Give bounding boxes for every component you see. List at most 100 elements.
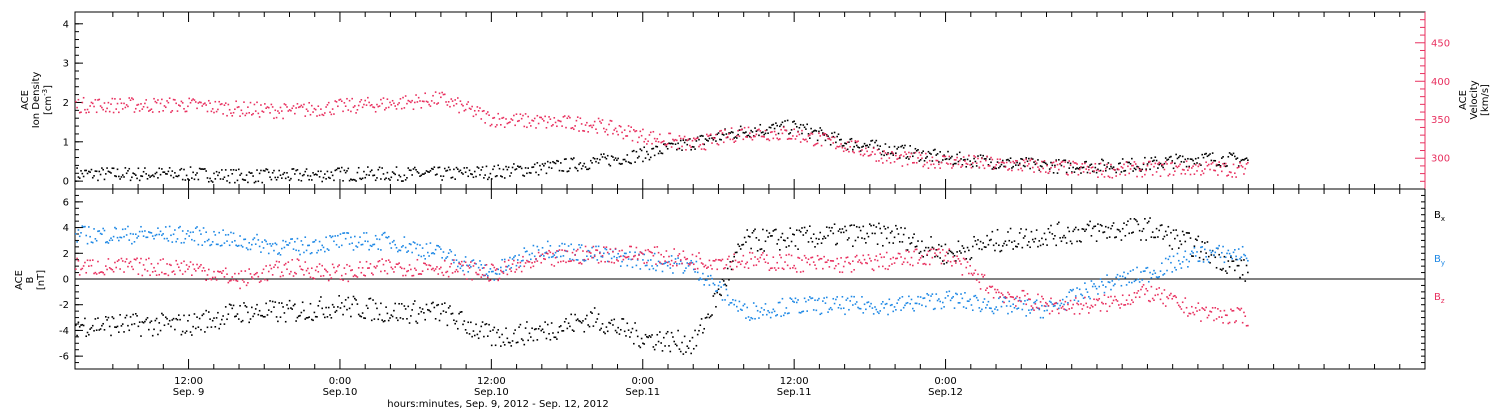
data-point [303, 173, 305, 176]
data-point [822, 267, 824, 270]
data-point [1196, 170, 1198, 172]
data-point [1176, 252, 1179, 255]
data-point [466, 166, 468, 169]
data-point [732, 138, 734, 141]
data-point [80, 268, 82, 271]
data-point [553, 254, 556, 256]
data-point [258, 245, 261, 248]
data-point [170, 234, 172, 237]
data-point [150, 175, 153, 177]
data-point [288, 273, 291, 275]
data-point [519, 323, 522, 326]
data-point [447, 252, 450, 254]
data-point [372, 273, 374, 276]
data-point [629, 130, 631, 133]
data-point [792, 135, 794, 137]
data-point [638, 136, 640, 139]
data-point [283, 246, 286, 249]
data-point [137, 235, 140, 237]
data-point [395, 166, 398, 168]
data-point [1082, 228, 1085, 231]
data-point [1017, 243, 1020, 245]
data-point [768, 232, 771, 234]
data-point [1150, 277, 1153, 279]
data-point [167, 274, 170, 277]
data-point [1086, 223, 1089, 226]
data-point [211, 181, 214, 183]
data-point [446, 169, 449, 172]
data-point [609, 248, 612, 251]
data-point [201, 105, 204, 107]
data-point [387, 235, 390, 238]
data-point [80, 170, 82, 172]
data-point [1177, 165, 1180, 167]
data-point [987, 292, 990, 294]
data-point [749, 135, 751, 138]
data-point [825, 226, 828, 228]
data-point [221, 244, 223, 247]
data-point [747, 316, 750, 318]
data-point [98, 98, 101, 101]
data-point [335, 101, 338, 103]
data-point [91, 102, 94, 105]
data-point [432, 252, 434, 254]
data-point [768, 311, 771, 314]
data-point [256, 233, 258, 236]
data-point [580, 123, 583, 125]
data-point [82, 175, 85, 178]
data-point [539, 255, 541, 257]
data-point [159, 329, 162, 332]
data-point [1215, 247, 1218, 249]
data-point [99, 328, 102, 330]
data-point [485, 112, 488, 115]
data-point [299, 172, 301, 175]
data-point [378, 260, 381, 262]
data-point [472, 115, 475, 118]
data-point [957, 163, 960, 166]
data-point [434, 317, 437, 320]
data-point [852, 260, 854, 263]
data-point [438, 246, 441, 248]
data-point [575, 167, 578, 170]
data-point [596, 132, 599, 134]
data-point [258, 309, 261, 312]
data-point [857, 146, 859, 148]
data-point [394, 105, 397, 107]
data-point [1080, 303, 1082, 305]
data-point [120, 176, 123, 178]
data-point [982, 154, 985, 157]
data-point [893, 236, 896, 239]
data-point [470, 266, 472, 268]
data-point [857, 236, 859, 239]
data-point [262, 268, 265, 271]
data-point [627, 161, 630, 163]
data-point [523, 343, 526, 346]
data-point [629, 245, 631, 248]
data-point [991, 310, 994, 313]
data-point [640, 134, 643, 137]
data-point [1091, 166, 1094, 169]
data-point [1005, 305, 1008, 307]
data-point [660, 253, 662, 256]
data-point [303, 251, 305, 254]
data-point [1200, 174, 1202, 176]
data-point [827, 234, 829, 237]
data-point [838, 145, 841, 148]
data-point [686, 143, 689, 146]
data-point [370, 104, 373, 106]
data-point [1073, 299, 1076, 301]
data-point [656, 333, 659, 336]
data-point [207, 268, 210, 271]
data-point [1176, 166, 1179, 169]
data-point [301, 243, 304, 246]
data-point [786, 119, 789, 122]
data-point [458, 170, 460, 173]
data-point [453, 168, 455, 171]
data-point [822, 132, 824, 134]
data-point [841, 271, 844, 274]
data-point [1009, 227, 1012, 230]
data-point [420, 174, 423, 177]
data-point [154, 172, 157, 175]
data-point [385, 236, 387, 239]
data-point [751, 138, 754, 141]
